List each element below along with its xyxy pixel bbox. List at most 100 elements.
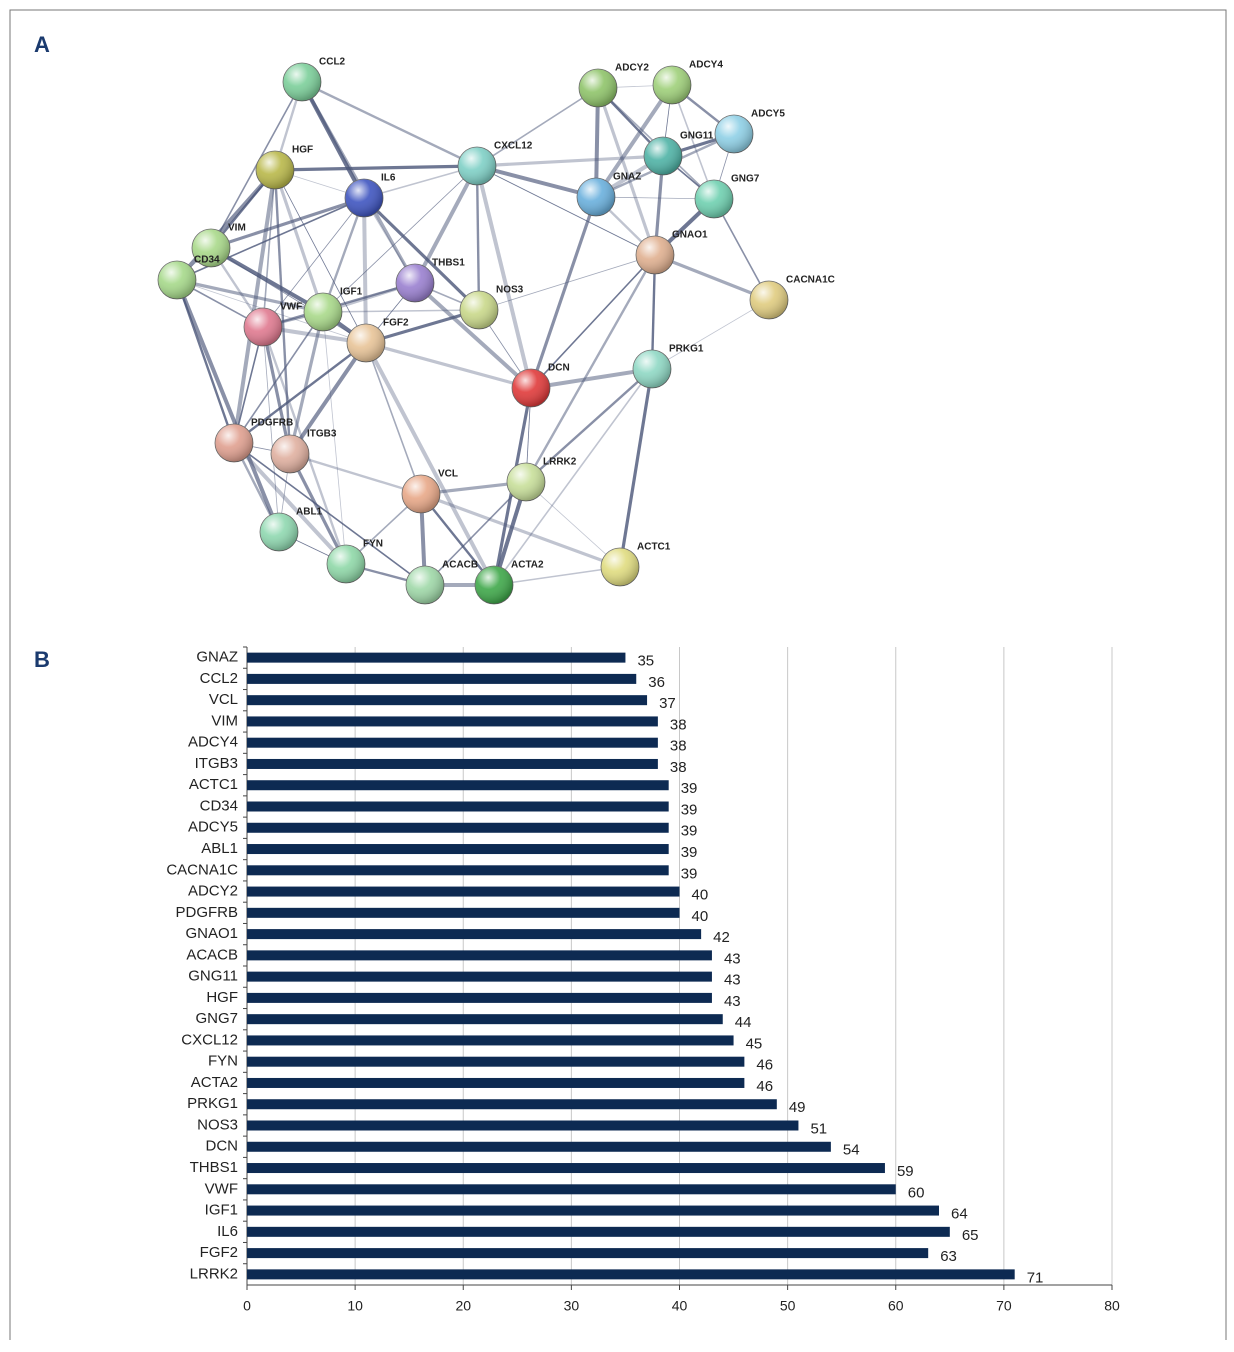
edge [364, 342, 496, 586]
y-tick-label: THBS1 [190, 1159, 238, 1176]
bar [247, 1120, 799, 1131]
bar-chart: 0 10 20 30 40 50 60 70 80 GNAZ 35 CCL2 36 VCL 37 VIM 38 A… [166, 646, 1120, 1314]
y-tick-label: VIM [211, 712, 238, 729]
node-shine [283, 63, 321, 101]
value-label: 37 [659, 695, 676, 712]
node-shine [396, 264, 434, 302]
edge [175, 168, 277, 282]
value-label: 46 [756, 1057, 773, 1074]
edge [362, 196, 481, 312]
value-label: 38 [670, 716, 687, 733]
edge [262, 197, 365, 328]
network: CCL2 ADCY2 ADCY4 ADCY5 GNG11 CXCL12 HGF IL6 GNAZ… [157, 57, 835, 605]
edge [289, 452, 422, 496]
node-label: DCN [548, 363, 570, 374]
bar [247, 1269, 1015, 1280]
edge [175, 279, 281, 533]
bar [247, 992, 712, 1003]
edge [420, 493, 495, 586]
x-tick-label: 10 [347, 1298, 363, 1314]
node-shine [260, 513, 298, 551]
edge [530, 254, 656, 389]
edge [525, 481, 621, 568]
value-label: 40 [692, 908, 709, 925]
node-shine [636, 236, 674, 274]
value-label: 40 [692, 887, 709, 904]
edge [362, 197, 368, 344]
bar [247, 929, 702, 940]
x-tick-label: 50 [780, 1298, 796, 1314]
value-label: 60 [908, 1184, 925, 1201]
edge [365, 308, 480, 345]
node-shine [507, 463, 545, 501]
edge [530, 367, 653, 390]
edge [476, 154, 664, 168]
node-shine [406, 566, 444, 604]
node-label: CACNA1C [786, 275, 835, 286]
edge [288, 453, 348, 565]
node-label: PRKG1 [669, 344, 704, 355]
bar [247, 886, 680, 897]
node-shine [460, 291, 498, 329]
edge [322, 309, 480, 313]
edge [413, 165, 479, 284]
node-shine [750, 281, 788, 319]
edge [233, 442, 426, 586]
edge [262, 326, 280, 533]
edge [525, 368, 653, 483]
node-label: VIM [228, 223, 246, 234]
x-tick-label: 70 [996, 1298, 1012, 1314]
y-tick-label: GNAZ [196, 649, 238, 666]
value-label: 38 [670, 738, 687, 755]
edge [365, 342, 422, 495]
panel-letter: B [34, 647, 50, 672]
node-shine [158, 261, 196, 299]
edge [671, 84, 715, 200]
node-label: ACTC1 [637, 542, 671, 553]
x-tick-label: 80 [1104, 1298, 1120, 1314]
edge [210, 196, 365, 250]
bar [247, 907, 680, 918]
y-tick-label: FGF2 [200, 1244, 238, 1261]
bar [247, 758, 658, 769]
bar [247, 971, 712, 982]
edge [232, 441, 348, 566]
y-tick-label: ACTA2 [191, 1074, 238, 1091]
value-label: 39 [681, 865, 698, 882]
edge [476, 165, 656, 256]
y-tick-label: GNG7 [195, 1010, 238, 1027]
edge [273, 169, 292, 455]
node-label: ADCY5 [751, 109, 785, 120]
node-shine [577, 178, 615, 216]
y-tick-label: CCL2 [200, 670, 238, 687]
node-shine [458, 147, 496, 185]
bar [247, 695, 648, 706]
node-label: ABL1 [296, 507, 323, 518]
node-shine [327, 545, 365, 583]
value-label: 45 [746, 1035, 763, 1052]
node-label: VCL [438, 469, 458, 480]
node-shine [192, 229, 230, 267]
edge [475, 165, 481, 311]
edge [363, 165, 478, 199]
node-shine [512, 369, 550, 407]
bar [247, 716, 658, 727]
x-tick-label: 30 [564, 1298, 580, 1314]
node-label: ADCY2 [615, 63, 649, 74]
value-label: 39 [681, 780, 698, 797]
edge [596, 87, 657, 256]
y-tick-label: NOS3 [197, 1116, 238, 1133]
edge [322, 165, 478, 313]
y-tick-label: VWF [205, 1180, 238, 1197]
node-label: THBS1 [432, 258, 465, 269]
value-label: 35 [637, 653, 654, 670]
node-shine [695, 180, 733, 218]
edge [288, 311, 325, 455]
y-tick-label: LRRK2 [190, 1265, 238, 1282]
edge [322, 311, 347, 565]
node-shine [256, 151, 294, 189]
edge [321, 197, 366, 313]
node-label: CXCL12 [494, 141, 533, 152]
bar [247, 1205, 939, 1216]
